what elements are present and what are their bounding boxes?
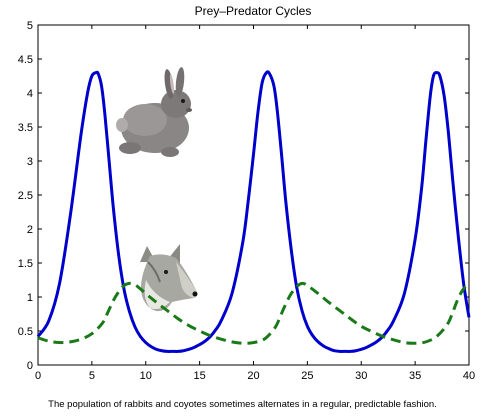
- y-tick-label: 2.5: [18, 190, 33, 202]
- x-tick-label: 20: [247, 370, 259, 382]
- x-tick-label: 5: [89, 370, 95, 382]
- x-tick-label: 10: [140, 370, 152, 382]
- y-tick-label: 4: [27, 88, 33, 100]
- y-tick-label: 5: [27, 20, 33, 32]
- x-tick-label: 35: [409, 370, 421, 382]
- series-line-coyotes: [37, 281, 470, 345]
- y-tick-label: 3.5: [18, 122, 33, 134]
- y-tick-label: 3: [27, 156, 33, 168]
- x-tick-label: 15: [194, 370, 206, 382]
- rabbit-image: [116, 67, 192, 157]
- axis-ticks: 0 5 10 15 20 25 30 35 40 0 0.5 1 1.5 2 2.5 3 3.5 4 4.5 5: [18, 20, 475, 382]
- x-tick-label: 30: [355, 370, 367, 382]
- series-layer: [36, 70, 471, 353]
- y-tick-label: 2: [27, 224, 33, 236]
- chart-title: Prey–Predator Cycles: [195, 4, 312, 18]
- y-tick-label: 4.5: [18, 54, 33, 66]
- figure-caption: The population of rabbits and coyotes so…: [48, 399, 437, 410]
- series-line-rabbits: [36, 70, 471, 353]
- x-tick-label: 25: [301, 370, 313, 382]
- x-tick-label: 0: [35, 370, 41, 382]
- chart: Prey–Predator Cycles 0 5 10 15 20 25 30 35 4000.…: [18, 4, 475, 382]
- coyote-image: [140, 244, 198, 312]
- y-tick-label: 1.5: [18, 258, 33, 270]
- y-tick-label: 0.5: [18, 326, 33, 338]
- x-tick-label: 40: [463, 370, 475, 382]
- y-tick-label: 0: [27, 360, 33, 372]
- y-tick-label: 1: [27, 292, 33, 304]
- plot-frame: [37, 24, 470, 366]
